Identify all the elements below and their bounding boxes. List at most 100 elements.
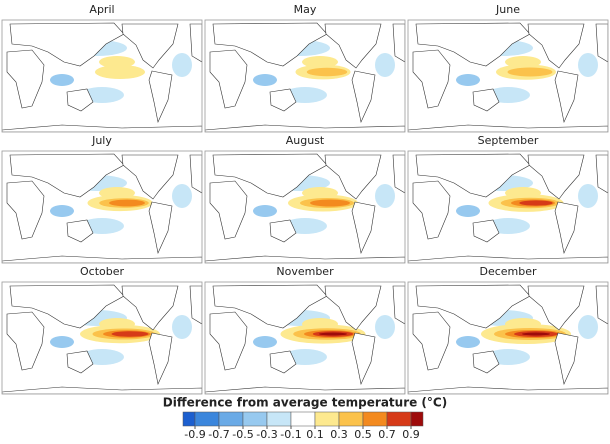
map-panel xyxy=(205,151,405,263)
warm-anomaly xyxy=(522,332,550,336)
land xyxy=(554,70,579,123)
panel-title: May xyxy=(294,3,317,16)
land xyxy=(554,201,579,254)
cool-anomaly xyxy=(253,336,277,348)
warm-anomaly xyxy=(111,331,149,337)
land xyxy=(351,201,376,254)
warm-anomaly xyxy=(310,199,350,207)
panel-frame xyxy=(407,19,609,133)
land xyxy=(189,285,202,325)
land xyxy=(6,311,45,371)
land xyxy=(595,154,608,194)
cool-anomaly xyxy=(375,53,395,77)
land xyxy=(392,23,405,63)
land xyxy=(66,88,94,112)
land xyxy=(66,219,94,243)
map-panel xyxy=(2,151,202,263)
warm-anomaly xyxy=(306,67,348,77)
warm-anomaly xyxy=(319,332,347,336)
land xyxy=(554,332,579,385)
warm-anomaly xyxy=(95,65,145,79)
colorbar-swatch xyxy=(194,411,220,427)
map-panel xyxy=(205,282,405,394)
panel-title: June xyxy=(495,3,520,16)
land xyxy=(324,154,382,200)
colorbar-swatch xyxy=(290,411,316,427)
colorbar-swatch xyxy=(338,411,364,427)
land xyxy=(9,284,125,329)
land xyxy=(527,154,585,200)
colorbar-label: -0.3 xyxy=(256,428,277,440)
land xyxy=(2,124,202,132)
land xyxy=(392,285,405,325)
map-panel xyxy=(408,282,608,394)
colorbar-label: 0.1 xyxy=(306,428,324,440)
panel-title: July xyxy=(91,134,112,147)
map-panel xyxy=(205,20,405,132)
land xyxy=(595,285,608,325)
land xyxy=(121,285,179,331)
cool-anomaly xyxy=(253,74,277,86)
cool-anomaly xyxy=(172,315,192,339)
land xyxy=(209,311,248,371)
land xyxy=(324,23,382,69)
cool-anomaly xyxy=(375,184,395,208)
land xyxy=(209,180,248,240)
panel-frame xyxy=(407,281,609,395)
land xyxy=(324,285,382,331)
panel-frame xyxy=(1,19,203,133)
cool-anomaly xyxy=(456,205,480,217)
land xyxy=(209,49,248,109)
land xyxy=(415,284,531,329)
cool-anomaly xyxy=(456,336,480,348)
warm-anomaly xyxy=(109,199,145,207)
land xyxy=(2,255,202,263)
land xyxy=(351,70,376,123)
land xyxy=(408,124,608,132)
colorbar-swatch xyxy=(266,411,292,427)
land xyxy=(121,154,179,200)
colorbar-swatch xyxy=(314,411,340,427)
land xyxy=(2,386,202,394)
land xyxy=(351,332,376,385)
land xyxy=(148,332,173,385)
colorbar-label: -0.1 xyxy=(280,428,301,440)
panel-frame xyxy=(204,150,406,264)
land xyxy=(66,350,94,374)
panel-title: September xyxy=(478,134,539,147)
land xyxy=(212,153,328,198)
panel-title: April xyxy=(89,3,114,16)
land xyxy=(205,124,405,132)
land xyxy=(412,180,451,240)
land xyxy=(148,70,173,123)
land xyxy=(212,284,328,329)
land xyxy=(527,23,585,69)
cool-anomaly xyxy=(578,315,598,339)
panel-title: October xyxy=(80,265,124,278)
land xyxy=(212,22,328,67)
colorbar-swatch xyxy=(362,411,388,427)
warm-anomaly xyxy=(507,67,553,77)
colorbar-label: -0.9 xyxy=(184,428,205,440)
land xyxy=(205,386,405,394)
land xyxy=(472,88,500,112)
cool-anomaly xyxy=(578,184,598,208)
map-panel xyxy=(2,20,202,132)
land xyxy=(121,23,179,69)
land xyxy=(9,22,125,67)
land xyxy=(527,285,585,331)
land xyxy=(269,350,297,374)
colorbar-label: -0.5 xyxy=(232,428,253,440)
map-panel xyxy=(2,282,202,394)
colorbar-label: 0.9 xyxy=(402,428,420,440)
cool-anomaly xyxy=(50,205,74,217)
land xyxy=(472,350,500,374)
land xyxy=(205,255,405,263)
colorbar-swatch xyxy=(410,411,424,427)
land xyxy=(408,386,608,394)
colorbar-label: 0.7 xyxy=(378,428,396,440)
land xyxy=(415,22,531,67)
panel-title: November xyxy=(276,265,334,278)
colorbar-swatch xyxy=(386,411,412,427)
